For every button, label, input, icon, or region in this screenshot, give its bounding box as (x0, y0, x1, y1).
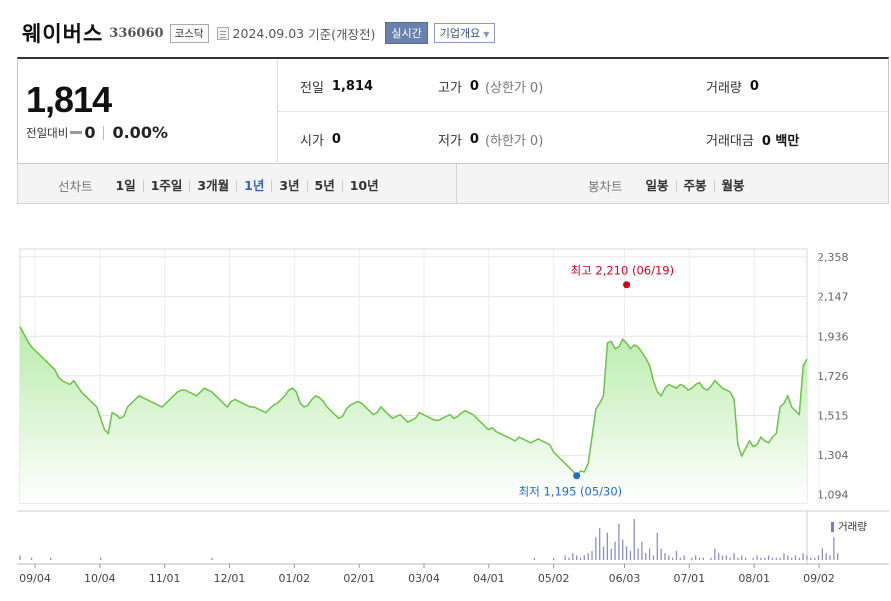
company-overview-label: 기업개요 (439, 27, 481, 40)
prev-close-value: 1,814 (331, 79, 374, 94)
volume-legend-label: 거래량 (838, 521, 867, 533)
x-tick-label: 01/02 (278, 572, 310, 585)
line-period-option-6[interactable]: 10년 (341, 179, 386, 192)
chevron-down-icon: ▼ (483, 30, 490, 39)
x-tick-label: 12/01 (214, 572, 246, 585)
volume-value: 0 (749, 79, 759, 94)
upper-limit-label: (상한가 (484, 81, 526, 96)
y-tick-label: 1,304 (817, 449, 849, 462)
market-badge: 코스닥 (169, 23, 209, 43)
candle-period-option-2[interactable]: 월봉 (713, 179, 752, 192)
stock-header: 웨이버스 336060 코스닥 2024.09.03 기준(개장전) 실시간 기… (22, 18, 496, 48)
amount-value: 0 백만 (761, 134, 800, 149)
price-line (19, 326, 808, 477)
divider (456, 164, 457, 203)
line-period-option-2[interactable]: 3개월 (189, 179, 236, 192)
candle-period-option-1[interactable]: 주봉 (675, 179, 714, 192)
lower-limit-value: 0) (529, 134, 544, 149)
low-label: 저가 (438, 134, 462, 149)
lower-limit: (하한가 0) (485, 130, 543, 149)
prev-close-cell: 전일 1,814 (300, 77, 373, 96)
volume-legend: 거래량 (831, 519, 867, 534)
line-period-option-3[interactable]: 1년 (236, 179, 271, 192)
unchanged-icon (70, 131, 83, 134)
high-label: 고가 (438, 81, 462, 96)
line-period-option-1[interactable]: 1주일 (142, 179, 190, 192)
line-chart-options: 선차트 1일 1주일 3개월 1년 3년 5년 10년 (58, 176, 386, 195)
open-label: 시가 (300, 134, 324, 149)
low-label: 최저 1,195 (05/30) (519, 485, 623, 499)
x-tick-label: 11/01 (149, 572, 181, 585)
candle-chart-options: 봉차트 일봉 주봉 월봉 (588, 176, 752, 195)
change-label: 전일대비 (26, 125, 69, 140)
realtime-button[interactable]: 실시간 (385, 22, 428, 44)
candle-period-list: 일봉 주봉 월봉 (639, 177, 752, 193)
volume-label: 거래량 (706, 81, 742, 96)
x-tick-label: 06/03 (609, 572, 641, 585)
company-overview-button[interactable]: 기업개요 ▼ (433, 23, 496, 43)
change-percent: 0.00% (112, 123, 168, 142)
document-icon (216, 26, 229, 40)
low-marker (573, 472, 581, 480)
volume-legend-swatch (831, 521, 834, 532)
price-panel: 1,814 전일대비 0 0.00% (18, 59, 278, 164)
quote-date: 2024.09.03 (232, 25, 305, 41)
line-chart-title: 선차트 (58, 179, 93, 194)
stock-code: 336060 (109, 25, 164, 41)
x-tick-label: 08/01 (738, 572, 770, 585)
divider (103, 125, 105, 140)
candle-chart-title: 봉차트 (588, 179, 623, 194)
high-label: 최고 2,210 (06/19) (571, 264, 675, 278)
x-tick-label: 05/02 (538, 572, 570, 585)
quote-summary: 1,814 전일대비 0 0.00% 전일 1,814 고가 0 (상한가 0) … (17, 57, 889, 164)
line-period-option-0[interactable]: 1일 (115, 177, 136, 193)
upper-limit: (상한가 0) (485, 77, 543, 96)
line-period-list: 1일 1주일 3개월 1년 3년 5년 10년 (109, 177, 386, 193)
price-chart-svg: 1,094 1,304 1,515 1,726 1,936 2,147 2,358 최고 2,… (17, 248, 889, 585)
x-tick-label: 02/01 (343, 572, 375, 585)
y-tick-label: 1,936 (817, 330, 849, 343)
x-tick-label: 07/01 (673, 572, 705, 585)
line-period-option-4[interactable]: 3년 (271, 179, 306, 192)
x-tick-label: 09/02 (803, 572, 835, 585)
high-value: 0 (469, 79, 479, 94)
x-tick-label: 09/04 (19, 572, 51, 585)
y-tick-label: 2,358 (817, 251, 849, 264)
change-value: 0 (84, 123, 96, 142)
open-value: 0 (331, 132, 341, 147)
x-tick-label: 04/01 (473, 572, 505, 585)
divider (278, 111, 888, 112)
y-tick-label: 1,094 (817, 489, 849, 502)
y-tick-label: 1,515 (817, 410, 849, 423)
current-price: 1,814 (26, 79, 112, 120)
x-tick-label: 03/04 (408, 572, 440, 585)
y-tick-label: 2,147 (817, 291, 849, 304)
line-period-option-5[interactable]: 5년 (306, 179, 342, 192)
high-marker (623, 281, 631, 289)
chart-toolbar: 선차트 1일 1주일 3개월 1년 3년 5년 10년 봉차트 일봉 주봉 월봉 (17, 164, 889, 204)
upper-limit-value: 0) (529, 81, 544, 96)
price-area (20, 326, 807, 503)
lower-limit-label: (하한가 (484, 134, 526, 149)
open-cell: 시가 0 (300, 130, 341, 149)
amount-label: 거래대금 (706, 134, 754, 149)
quote-basis: 기준(개장전) (308, 26, 376, 42)
low-cell: 저가 0 (하한가 0) (438, 130, 543, 149)
amount-cell: 거래대금 0 백만 (706, 130, 799, 149)
high-cell: 고가 0 (상한가 0) (438, 77, 543, 96)
stock-name: 웨이버스 (22, 22, 104, 46)
price-change: 전일대비 0 0.00% (26, 123, 168, 142)
prev-close-label: 전일 (300, 81, 324, 96)
x-tick-label: 10/04 (84, 572, 116, 585)
price-chart: 1,094 1,304 1,515 1,726 1,936 2,147 2,358 최고 2,… (17, 205, 889, 601)
candle-period-option-0[interactable]: 일봉 (645, 177, 669, 193)
y-tick-label: 1,726 (817, 370, 849, 383)
volume-cell: 거래량 0 (706, 77, 759, 96)
low-value: 0 (469, 132, 479, 147)
